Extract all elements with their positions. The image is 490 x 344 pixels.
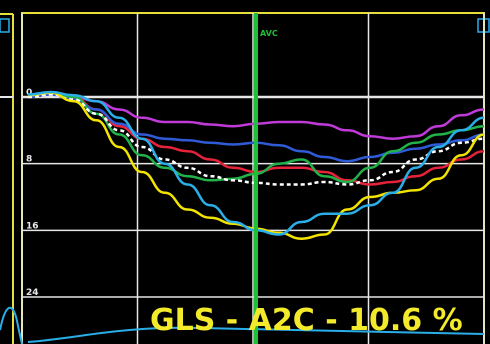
y-tick-label: 0 [26,88,32,98]
vertical-gridlines [21,13,485,344]
left-bracket-marker-icon [0,18,10,33]
y-tick-label: 24 [26,288,39,298]
gls-annotation: GLS - A2C - 10.6 % [150,303,463,338]
bottom-trace-line-main [27,326,485,343]
series-line-5 [27,93,485,186]
bottom-trace-line [0,306,23,344]
y-tick-labels: 0 8 16 24 [26,88,39,298]
y-tick-label: 8 [26,155,32,165]
avc-label: AVC [260,29,278,38]
y-tick-label: 16 [26,221,39,231]
